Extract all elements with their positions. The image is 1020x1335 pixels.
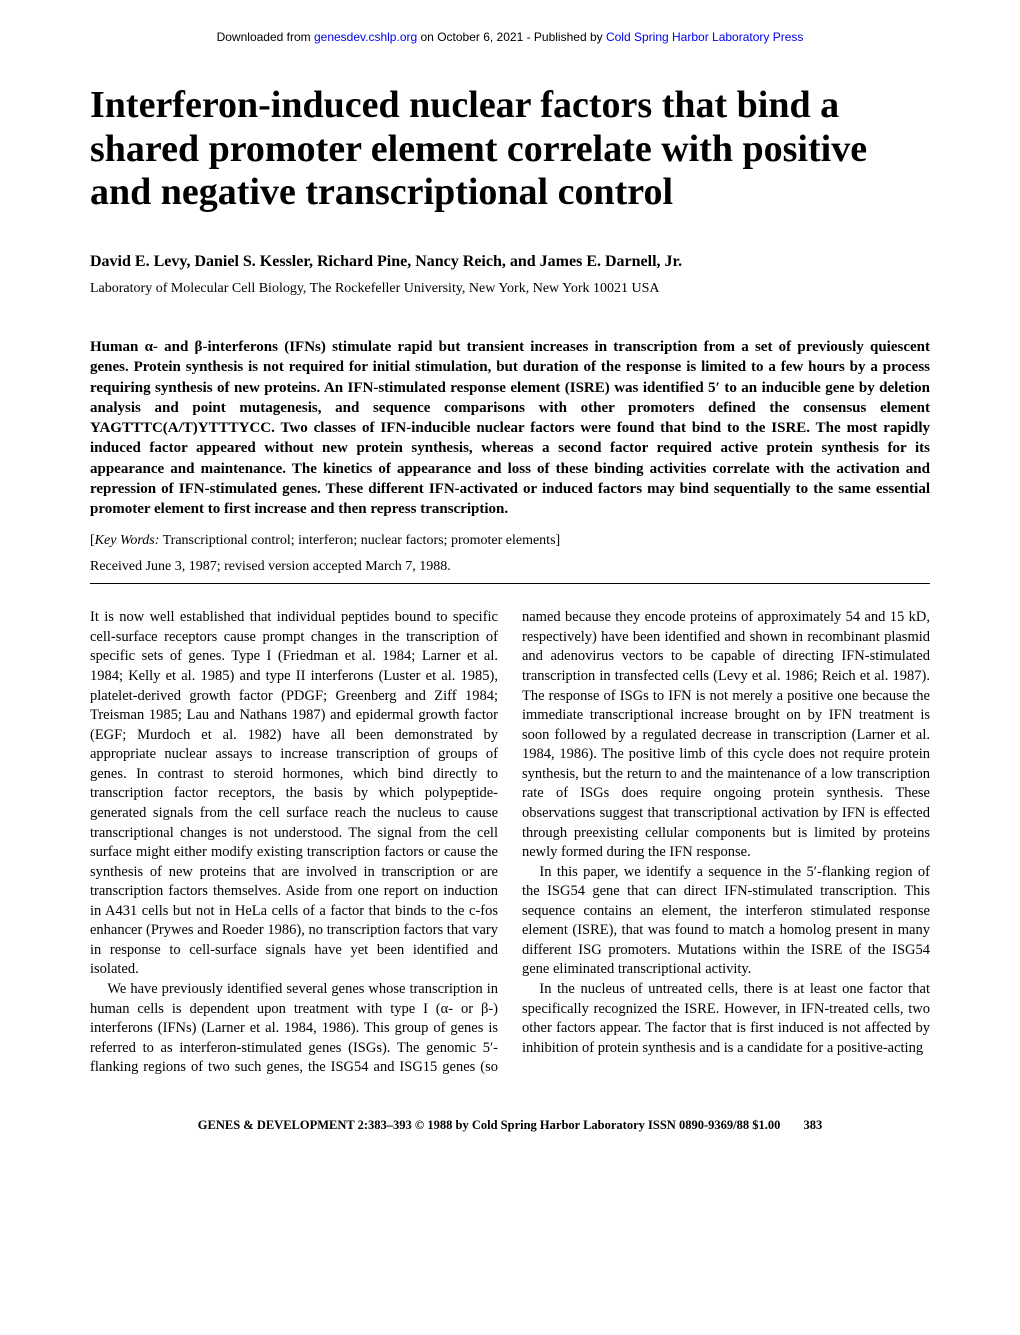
abstract-text: Human α- and β-interferons (IFNs) stimul… xyxy=(90,337,930,519)
received-line: Received June 3, 1987; revised version a… xyxy=(90,559,930,575)
body-text: It is now well established that individu… xyxy=(90,608,930,1078)
page-number: 383 xyxy=(803,1118,822,1132)
download-prefix: Downloaded from xyxy=(217,30,314,44)
keywords-label: Key Words: xyxy=(95,533,160,548)
download-header: Downloaded from genesdev.cshlp.org on Oc… xyxy=(90,30,930,44)
body-paragraph-1: It is now well established that individu… xyxy=(90,608,498,980)
page-footer: GENES & DEVELOPMENT 2:383–393 © 1988 by … xyxy=(90,1118,930,1133)
download-mid: on October 6, 2021 - Published by xyxy=(417,30,606,44)
keywords-text: Transcriptional control; interferon; nuc… xyxy=(159,533,560,548)
source-link[interactable]: genesdev.cshlp.org xyxy=(314,30,417,44)
footer-citation: GENES & DEVELOPMENT 2:383–393 © 1988 by … xyxy=(198,1118,781,1132)
authors-line: David E. Levy, Daniel S. Kessler, Richar… xyxy=(90,253,930,271)
article-title: Interferon-induced nuclear factors that … xyxy=(90,84,930,215)
body-paragraph-4: In the nucleus of untreated cells, there… xyxy=(522,980,930,1058)
body-paragraph-3: In this paper, we identify a sequence in… xyxy=(522,863,930,980)
section-separator xyxy=(90,583,930,584)
keywords-line: [Key Words: Transcriptional control; int… xyxy=(90,533,930,549)
affiliation-line: Laboratory of Molecular Cell Biology, Th… xyxy=(90,281,930,297)
publisher-link[interactable]: Cold Spring Harbor Laboratory Press xyxy=(606,30,803,44)
